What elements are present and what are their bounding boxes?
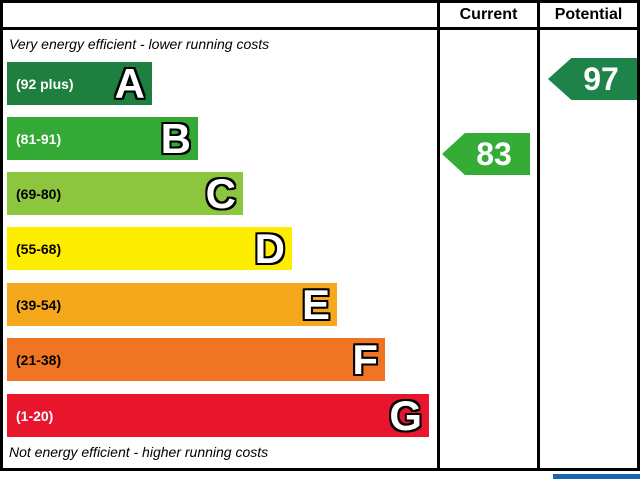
band-range-label: (81-91) [16,130,62,147]
table-border-top [0,0,640,3]
band-letter: A [114,59,145,107]
table-border-left [0,0,3,471]
band-letter: E [301,280,330,328]
band-range-label: (92 plus) [16,75,74,92]
potential-rating-arrow: 97 [548,58,638,100]
header-divider [0,27,640,30]
current-rating-value: 83 [476,136,512,172]
partial-blue-element [553,474,640,479]
column-divider-potential [537,0,540,471]
band-range-label: (55-68) [16,240,62,257]
potential-rating-value: 97 [583,61,619,97]
column-divider-current [437,0,440,471]
band-range-label: (1-20) [16,407,54,424]
band-range-label: (39-54) [16,296,62,313]
current-rating-arrow: 83 [442,133,530,175]
band-row-d: (55-68) D [7,227,292,270]
band-row-g: (1-20) G [7,394,429,437]
band-row-f: (21-38) F [7,338,385,381]
top-note: Very energy efficient - lower running co… [9,36,270,52]
column-header-potential: Potential [554,6,623,23]
band-letter: F [352,335,378,383]
table-border-bottom [0,468,640,471]
band-range-label: (69-80) [16,185,62,202]
band-letter: B [160,114,191,162]
band-letter: G [389,391,422,439]
bottom-note: Not energy efficient - higher running co… [9,444,269,460]
band-letter: C [205,169,236,217]
band-row-c: (69-80) C [7,172,243,215]
band-row-a: (92 plus) A [7,62,152,105]
band-range-label: (21-38) [16,351,62,368]
band-letter: D [254,224,285,272]
table-border-right [637,0,640,471]
band-row-b: (81-91) B [7,117,198,160]
band-row-e: (39-54) E [7,283,337,326]
column-header-current: Current [459,6,518,23]
